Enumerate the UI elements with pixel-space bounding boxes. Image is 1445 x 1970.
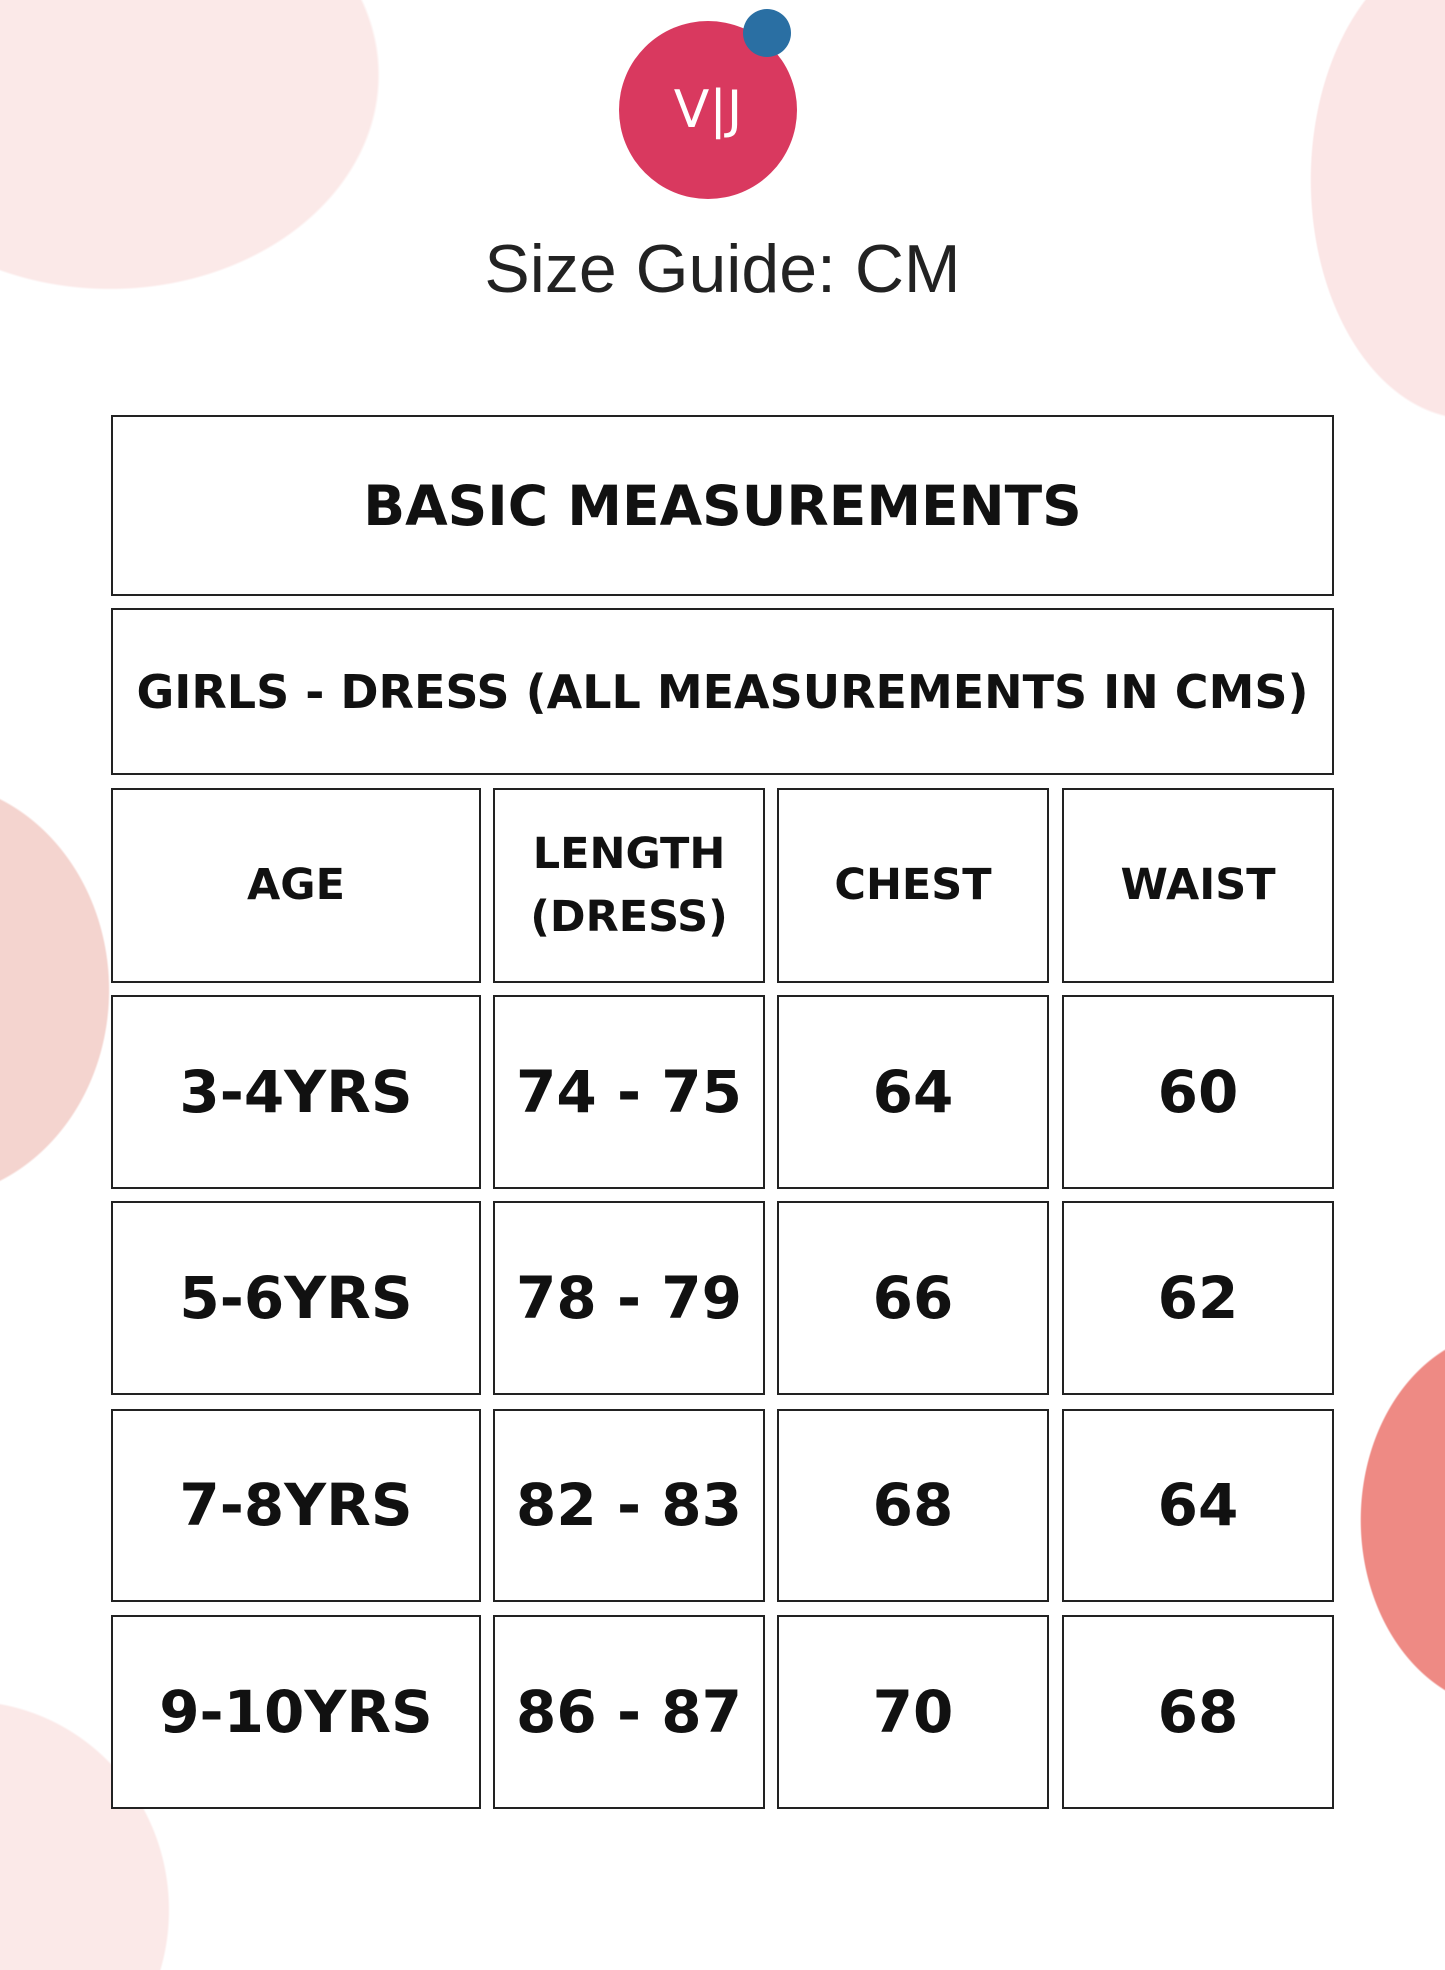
table-cell: 74 - 75 (493, 995, 765, 1189)
cell-value: 64 (872, 1057, 954, 1126)
table-cell: 82 - 83 (493, 1409, 765, 1602)
table-cell: 5-6YRS (111, 1201, 481, 1395)
cell-value: 9-10YRS (159, 1677, 433, 1746)
table-cell: 62 (1062, 1201, 1334, 1395)
cell-value: 5-6YRS (179, 1263, 413, 1332)
cell-value: 74 - 75 (516, 1057, 742, 1126)
cell-value: 68 (1157, 1677, 1239, 1746)
cell-value: 68 (872, 1471, 954, 1540)
table-subheading-text: GIRLS - DRESS (ALL MEASUREMENTS IN CMS) (136, 664, 1309, 719)
table-cell: 64 (777, 995, 1049, 1189)
table-heading-text: BASIC MEASUREMENTS (363, 473, 1082, 538)
logo-dot (743, 9, 791, 57)
cell-value: 82 - 83 (516, 1471, 742, 1540)
column-header: WAIST (1062, 788, 1334, 983)
table-cell: 7-8YRS (111, 1409, 481, 1602)
column-header: LENGTH (DRESS) (493, 788, 765, 983)
cell-value: 60 (1157, 1057, 1239, 1126)
cell-value: 70 (872, 1677, 954, 1746)
column-header-text: WAIST (1120, 860, 1276, 911)
table-subheading: GIRLS - DRESS (ALL MEASUREMENTS IN CMS) (111, 608, 1334, 775)
column-header-text: LENGTH (DRESS) (530, 829, 728, 942)
table-cell: 86 - 87 (493, 1615, 765, 1809)
column-header-text: CHEST (834, 860, 992, 911)
cell-value: 7-8YRS (179, 1471, 413, 1540)
column-header-text: AGE (247, 860, 345, 911)
logo-text: V|J (673, 80, 743, 140)
page-title: Size Guide: CM (484, 231, 961, 307)
cell-value: 78 - 79 (516, 1263, 742, 1332)
table-heading: BASIC MEASUREMENTS (111, 415, 1334, 596)
table-cell: 66 (777, 1201, 1049, 1395)
column-header: CHEST (777, 788, 1049, 983)
table-cell: 3-4YRS (111, 995, 481, 1189)
column-header: AGE (111, 788, 481, 983)
table-cell: 70 (777, 1615, 1049, 1809)
cell-value: 86 - 87 (516, 1677, 742, 1746)
cell-value: 64 (1157, 1471, 1239, 1540)
cell-value: 3-4YRS (179, 1057, 413, 1126)
table-cell: 60 (1062, 995, 1334, 1189)
cell-value: 66 (872, 1263, 954, 1332)
table-cell: 64 (1062, 1409, 1334, 1602)
table-cell: 78 - 79 (493, 1201, 765, 1395)
table-cell: 68 (777, 1409, 1049, 1602)
cell-value: 62 (1157, 1263, 1239, 1332)
table-cell: 9-10YRS (111, 1615, 481, 1809)
table-cell: 68 (1062, 1615, 1334, 1809)
